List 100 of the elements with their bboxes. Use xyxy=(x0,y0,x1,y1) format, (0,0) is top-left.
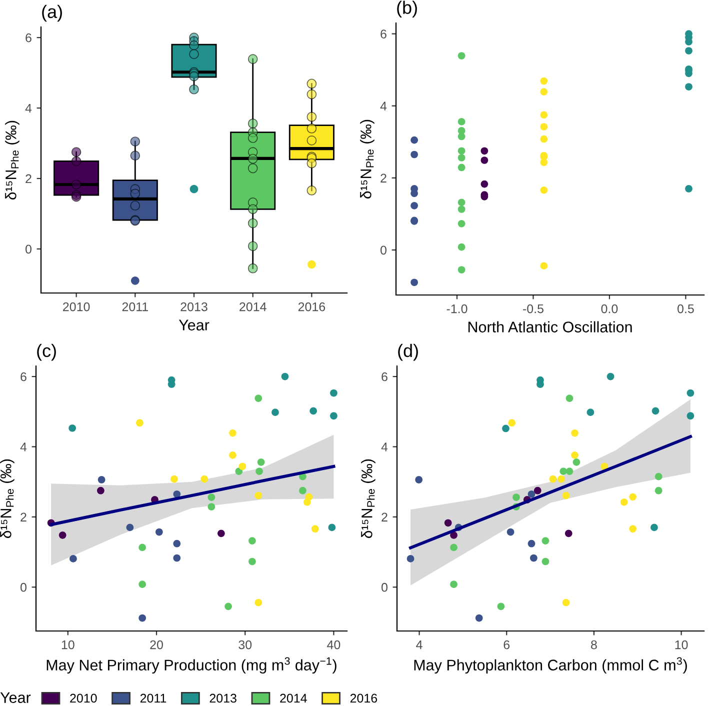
point xyxy=(410,278,418,286)
x-tick-label: 6 xyxy=(504,640,510,650)
point xyxy=(248,241,258,252)
point xyxy=(558,475,565,483)
point xyxy=(98,476,106,484)
point xyxy=(311,525,319,533)
point xyxy=(540,111,548,119)
point xyxy=(444,519,452,527)
point xyxy=(506,528,514,536)
y-tick-label: 4 xyxy=(381,442,388,452)
point xyxy=(299,486,306,494)
y-tick-label: 4 xyxy=(25,104,32,113)
point xyxy=(254,492,262,500)
point xyxy=(58,532,66,539)
point xyxy=(256,468,263,475)
point xyxy=(458,118,466,126)
point xyxy=(458,132,466,140)
y-tick-label: 0 xyxy=(20,582,26,592)
x-tick-label: 0.0 xyxy=(601,304,618,314)
x-tick-label: 4 xyxy=(416,640,422,650)
x-tick-label: -0.5 xyxy=(523,304,544,314)
point xyxy=(685,38,692,46)
x-tick-label: 2016 xyxy=(298,302,326,312)
point xyxy=(136,419,144,427)
point xyxy=(654,472,662,480)
point xyxy=(257,458,265,466)
point xyxy=(528,490,536,498)
y-tick-label: 4 xyxy=(20,442,27,452)
point xyxy=(540,262,548,270)
y-axis-title: δ¹⁵N$_{Phe}$ (‰) xyxy=(0,459,14,538)
point xyxy=(458,243,466,251)
point xyxy=(502,424,510,432)
point xyxy=(620,498,628,506)
point xyxy=(549,475,557,483)
point xyxy=(458,164,466,172)
x-axis-title: May Phytoplankton Carbon (mmol C m$^{3}$) xyxy=(414,657,687,674)
x-tick-label: 10 xyxy=(62,640,74,650)
point xyxy=(138,614,146,622)
legend-label: 2013 xyxy=(210,694,236,703)
point xyxy=(686,412,694,420)
point xyxy=(542,558,550,566)
point xyxy=(330,412,338,420)
x-tick-label: 10 xyxy=(675,640,688,650)
x-tick-label: 2013 xyxy=(180,302,208,312)
point xyxy=(138,580,146,588)
point xyxy=(248,558,256,566)
x-tick-label: 40 xyxy=(327,640,340,650)
y-tick-label: 6 xyxy=(20,372,26,382)
point xyxy=(238,462,246,470)
x-tick-label: 30 xyxy=(238,640,252,650)
point xyxy=(170,475,178,483)
point xyxy=(530,554,538,562)
point xyxy=(540,186,548,194)
point xyxy=(254,394,262,402)
point xyxy=(475,614,483,622)
point xyxy=(303,498,311,506)
point xyxy=(458,266,466,274)
point xyxy=(155,528,163,536)
point xyxy=(218,530,225,538)
y-tick-label: 4 xyxy=(380,102,387,110)
point xyxy=(450,544,458,552)
point xyxy=(406,555,414,562)
point xyxy=(540,135,548,143)
y-axis-title: δ¹⁵N$_{Phe}$ (‰) xyxy=(5,120,20,200)
x-tick-label: 8 xyxy=(591,640,597,650)
point xyxy=(458,147,466,155)
chart-title: (a) xyxy=(42,4,62,22)
point xyxy=(208,494,216,501)
point xyxy=(173,540,181,548)
point xyxy=(410,150,418,158)
point xyxy=(685,83,692,90)
point xyxy=(97,486,104,494)
y-tick-label: 6 xyxy=(382,372,388,382)
point xyxy=(650,524,658,532)
point xyxy=(685,185,692,192)
point xyxy=(415,476,423,484)
point xyxy=(560,468,568,475)
point xyxy=(70,555,77,562)
point xyxy=(410,136,418,144)
point xyxy=(310,407,318,415)
point xyxy=(248,537,256,544)
point xyxy=(68,424,76,432)
point xyxy=(208,503,216,510)
chart-title: (b) xyxy=(397,0,417,18)
y-tick-label: 6 xyxy=(380,30,386,38)
legend-title: Year xyxy=(0,692,31,703)
y-tick-label: 0 xyxy=(380,246,386,255)
point xyxy=(685,47,692,54)
legend-label: 2014 xyxy=(280,694,307,703)
x-tick-label: 2011 xyxy=(122,302,148,312)
point xyxy=(497,602,505,610)
point xyxy=(586,408,594,416)
chart-title: (c) xyxy=(37,344,56,361)
point xyxy=(458,206,466,213)
x-tick-label: 2014 xyxy=(240,302,266,312)
point xyxy=(606,372,614,380)
point xyxy=(458,154,466,162)
point xyxy=(540,158,548,166)
x-tick-label: -1.0 xyxy=(446,304,468,314)
point xyxy=(200,475,208,483)
